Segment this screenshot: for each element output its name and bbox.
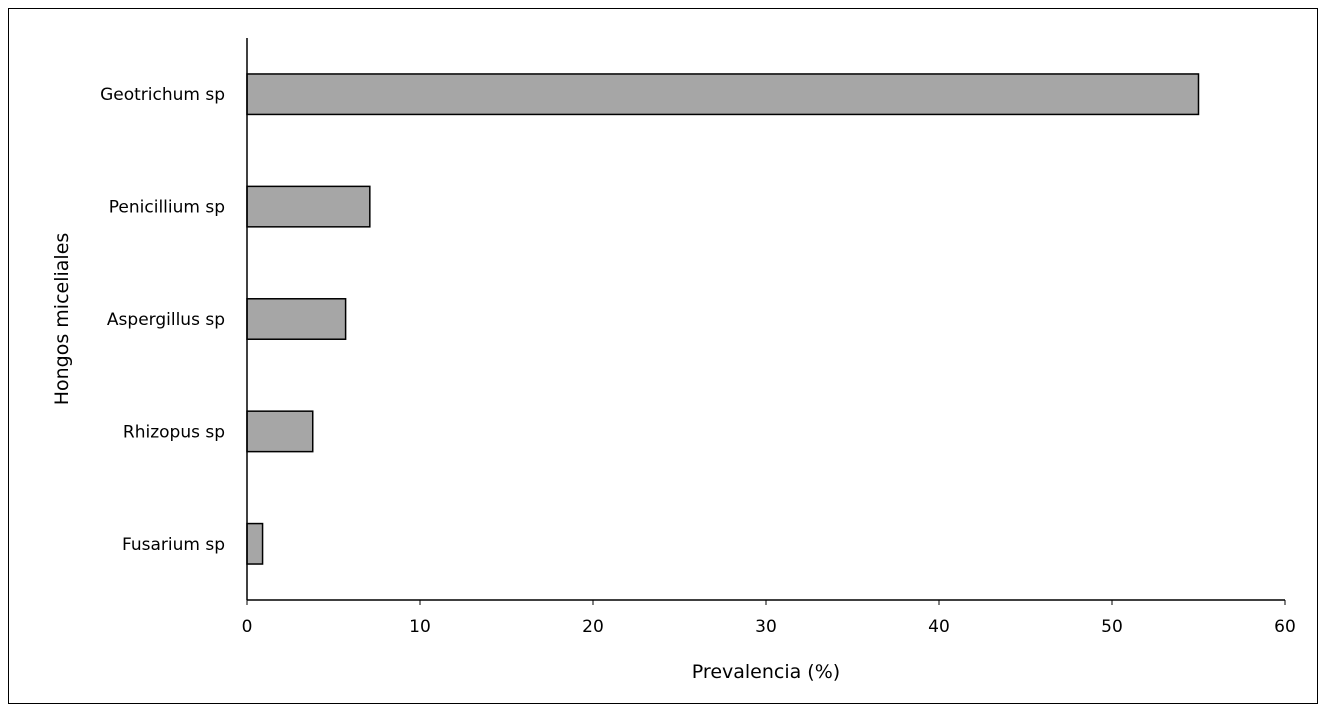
category-label: Aspergillus sp	[107, 310, 225, 330]
x-tick-label: 60	[1274, 617, 1296, 637]
x-tick-label: 40	[928, 617, 950, 637]
category-label: Rhizopus sp	[123, 422, 225, 442]
category-label: Penicillium sp	[109, 198, 225, 218]
category-label: Geotrichum sp	[100, 85, 225, 105]
bar-fusarium-sp	[246, 522, 264, 565]
category-labels: Geotrichum sp Penicillium sp Aspergillus s…	[100, 85, 225, 555]
bars-group	[246, 73, 1200, 565]
bar-geotrichum-sp	[246, 73, 1200, 116]
chart-frame	[8, 8, 1318, 704]
x-ticks: 0 10 20 30 40 50 60	[242, 600, 1296, 637]
category-label: Fusarium sp	[122, 535, 225, 555]
bar-rhizopus-sp	[246, 410, 314, 453]
x-tick-label: 0	[242, 617, 253, 637]
x-tick-label: 20	[582, 617, 604, 637]
bar-aspergillus-sp	[246, 298, 347, 340]
x-tick-label: 10	[409, 617, 431, 637]
x-tick-label: 30	[755, 617, 777, 637]
bar-penicillium-sp	[246, 185, 371, 228]
x-axis-title: Prevalencia (%)	[692, 661, 840, 683]
x-tick-label: 50	[1101, 617, 1123, 637]
y-axis-title: Hongos miceliales	[51, 233, 73, 406]
